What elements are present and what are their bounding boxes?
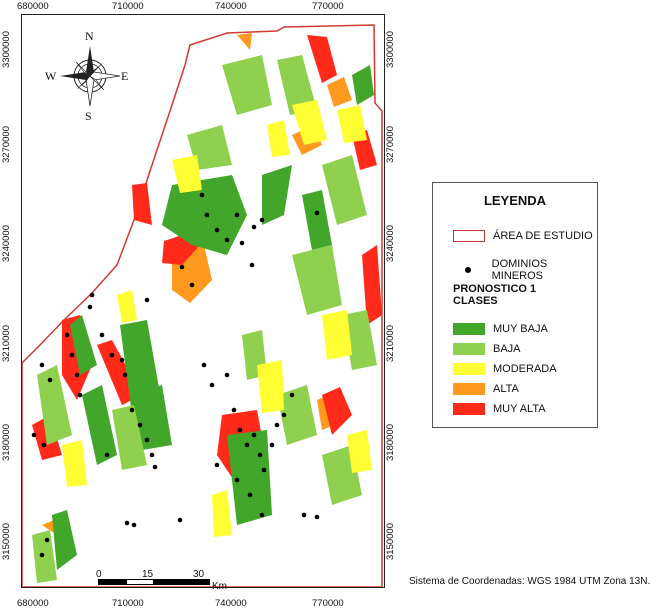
compass-n-label: N [85,29,94,43]
legend-study-area-label: ÁREA DE ESTUDIO [493,230,593,242]
legend-class-alta: ALTA [453,383,519,395]
y-tick-left-3300000: 3300000 [0,31,12,68]
legend-class-label: MUY BAJA [493,323,548,335]
x-tick-bottom-710000: 710000 [112,598,144,609]
legend-study-area: ÁREA DE ESTUDIO [453,230,593,242]
x-tick-top-710000: 710000 [112,1,144,12]
legend-class-label: MODERADA [493,363,557,375]
y-tick-left-3150000: 3150000 [0,523,12,560]
x-tick-bottom-740000: 740000 [215,598,247,609]
legend-mining-label: DOMINIOS MINEROS [491,258,548,282]
compass-e-label: E [121,69,129,83]
scale-bar [98,579,210,585]
legend-class-moderada: MODERADA [453,363,557,375]
legend-class-muy-alta: MUY ALTA [453,403,546,415]
class-moderada-patches [62,100,372,537]
map-canvas[interactable] [22,15,384,587]
legend-title: LEYENDA [483,193,547,208]
x-tick-bottom-680000: 680000 [17,598,49,609]
class-muy-baja-patches [52,65,374,570]
compass-rose [60,46,121,107]
y-tick-left-3270000: 3270000 [0,126,12,163]
compass-w-label: W [45,69,57,83]
legend-class-muy-baja: MUY BAJA [453,323,548,335]
legend-subtitle-line2: CLASES [453,295,498,307]
scale-unit: Km [212,581,227,592]
mining-dots [31,192,320,558]
x-tick-top-680000: 680000 [17,1,49,12]
x-tick-top-740000: 740000 [215,1,247,12]
study-area-swatch [453,230,485,242]
y-tick-right-3300000: 3300000 [384,31,396,68]
y-tick-right-3270000: 3270000 [384,126,396,163]
legend-subtitle-line1: PRONOSTICO 1 [453,283,537,295]
map-frame[interactable]: N S E W [21,14,385,588]
scale-seg-3 [154,579,210,585]
class-baja-patches [32,55,377,583]
swatch-baja [453,343,485,355]
y-tick-left-3210000: 3210000 [0,325,12,362]
y-tick-left-3180000: 3180000 [0,424,12,461]
y-tick-right-3210000: 3210000 [384,325,396,362]
y-tick-right-3150000: 3150000 [384,523,396,560]
mining-dot-icon [453,267,484,273]
legend-subtitle: PRONOSTICO 1 CLASES [453,283,536,307]
swatch-muy-baja [453,323,485,335]
scale-label-30: 30 [193,569,205,580]
scale-label-15: 15 [142,569,154,580]
y-tick-right-3240000: 3240000 [384,225,396,262]
scale-label-0: 0 [96,569,102,580]
y-tick-right-3180000: 3180000 [384,424,396,461]
compass-s-label: S [85,109,92,123]
swatch-moderada [453,363,485,375]
legend-mining: DOMINIOS MINEROS [453,258,597,282]
x-tick-top-770000: 770000 [312,1,344,12]
swatch-alta [453,383,485,395]
legend-class-label: BAJA [493,343,521,355]
coordinate-system-note: Sistema de Coordenadas: WGS 1984 UTM Zon… [409,576,650,587]
x-tick-bottom-770000: 770000 [312,598,344,609]
legend-class-label: ALTA [493,383,519,395]
scale-seg-1 [98,579,126,585]
legend-class-baja: BAJA [453,343,521,355]
scale-seg-2 [126,579,154,585]
legend-class-label: MUY ALTA [493,403,546,415]
swatch-muy-alta [453,403,485,415]
y-tick-left-3240000: 3240000 [0,225,12,262]
legend-box: LEYENDA ÁREA DE ESTUDIO DOMINIOS MINEROS… [432,182,598,428]
